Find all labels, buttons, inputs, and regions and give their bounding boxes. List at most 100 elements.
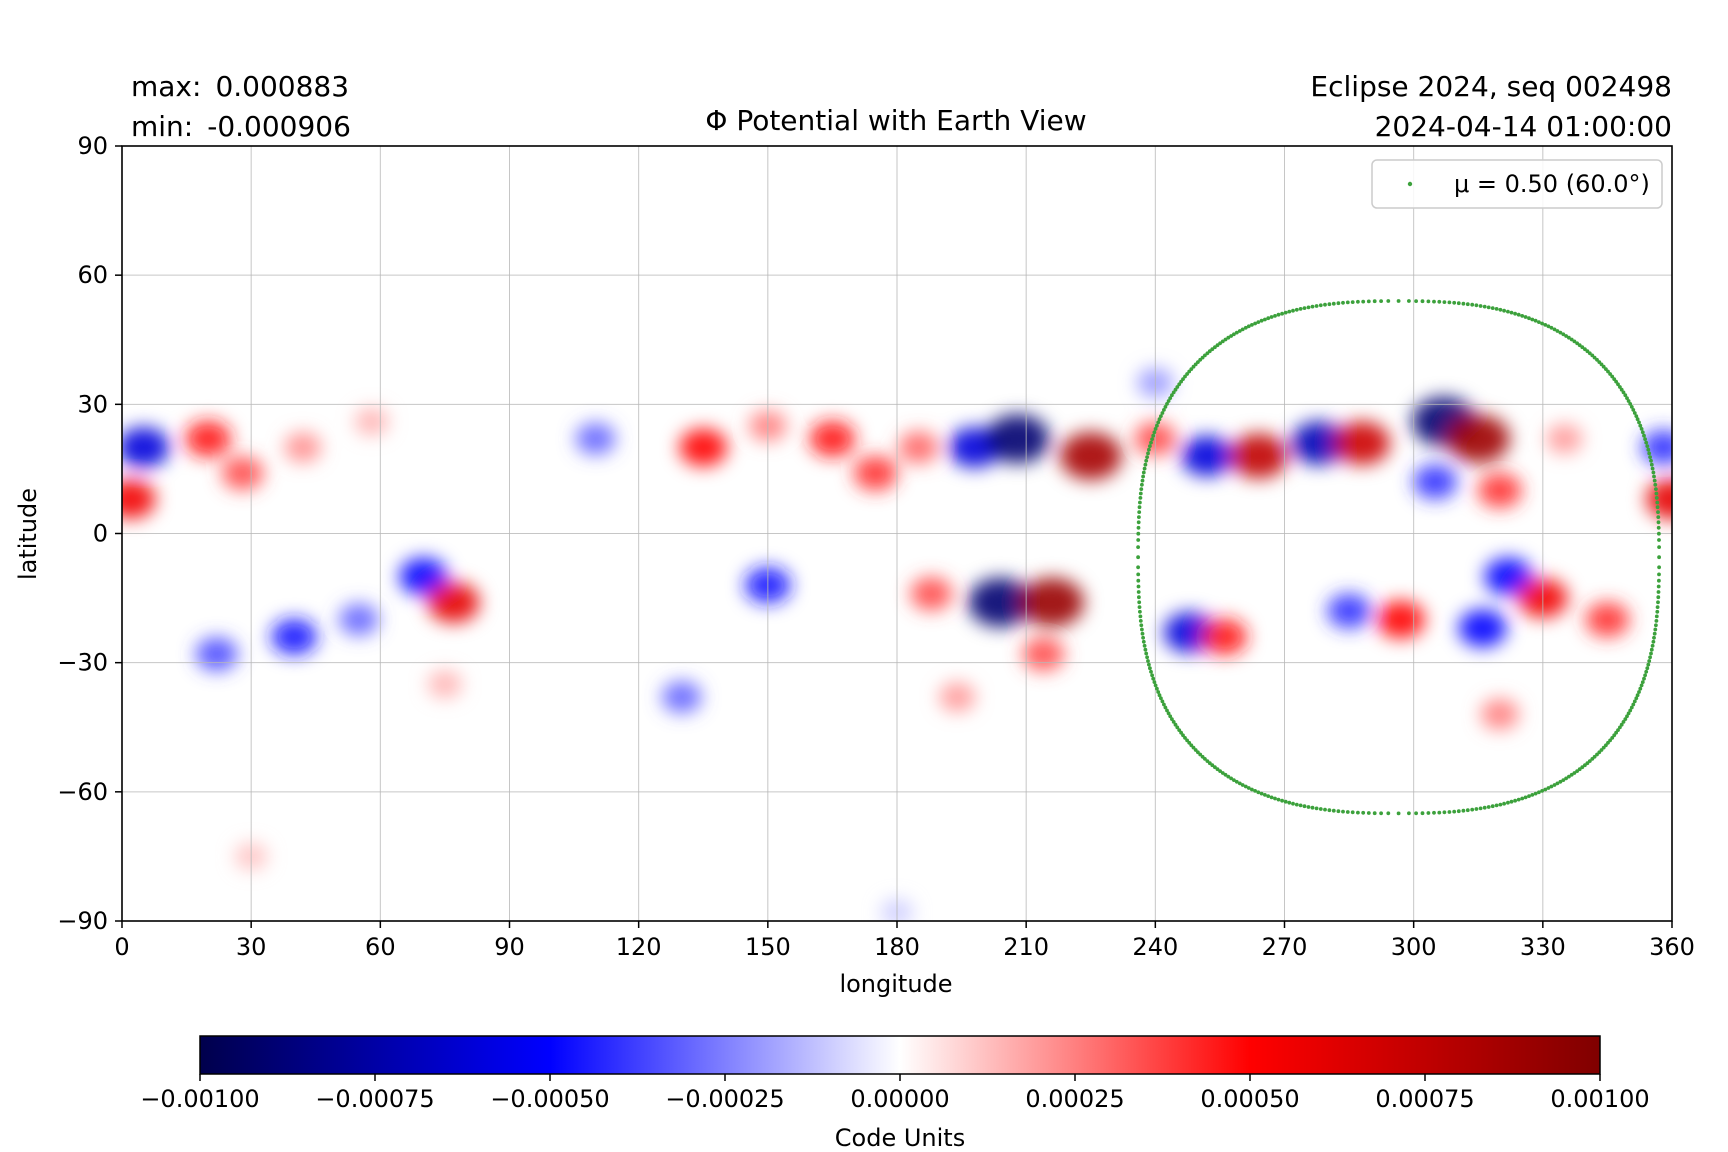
contour-point (1269, 795, 1274, 800)
contour-point (1173, 387, 1178, 392)
contour-point (1482, 304, 1487, 309)
contour-point (1136, 555, 1140, 560)
contour-point (1561, 332, 1566, 337)
contour-point (1513, 311, 1517, 316)
field-blob (1646, 478, 1672, 520)
contour-point (1652, 631, 1657, 636)
contour-point (1604, 367, 1608, 371)
contour-point (1639, 683, 1644, 688)
contour-point (1147, 447, 1151, 452)
contour-point (1234, 330, 1239, 335)
contour-point (1229, 334, 1233, 338)
contour-point (1604, 743, 1608, 748)
contour-point (1649, 458, 1653, 463)
contour-point (1549, 784, 1554, 789)
contour-point (1533, 318, 1538, 323)
field-blob (968, 577, 1033, 628)
field-blob (1446, 414, 1510, 464)
contour-point (1655, 605, 1660, 609)
contour-point (1152, 430, 1157, 435)
contour-point (1654, 491, 1659, 496)
colorbar-gradient (199, 1035, 1601, 1075)
contour-point (1163, 405, 1168, 409)
contour-point (1246, 786, 1251, 790)
contour-point (1654, 496, 1659, 500)
x-tick-label: 210 (1003, 933, 1049, 961)
info-block: Eclipse 2024, seq 002498 2024-04-14 01:0… (1310, 70, 1672, 143)
contour-point (1490, 804, 1495, 809)
contour-point (1452, 809, 1457, 814)
contour-point (1558, 779, 1563, 784)
contour-point (1148, 666, 1152, 671)
contour-point (1191, 745, 1196, 750)
contour-point (1200, 355, 1205, 360)
contour-point (1273, 314, 1277, 318)
contour-point (1298, 307, 1303, 311)
contour-point (1461, 808, 1466, 813)
contour-point (1266, 794, 1271, 798)
contour-point (1597, 360, 1602, 364)
field-blob (284, 432, 322, 463)
contour-point (1171, 720, 1176, 724)
colorbar-tick-label: −0.00075 (315, 1085, 434, 1113)
contour-point (1649, 462, 1654, 467)
contour-point (1656, 584, 1661, 589)
contour-point (1137, 600, 1142, 605)
contour-point (1657, 578, 1661, 583)
contour-point (1372, 811, 1377, 816)
contour-point (1162, 702, 1166, 707)
contour-point (1140, 482, 1144, 487)
contour-point (1616, 382, 1620, 387)
contour-point (1150, 437, 1154, 441)
field-blob (1181, 435, 1233, 477)
contour-point (1470, 302, 1475, 307)
contour-point (1160, 699, 1165, 704)
contour-point (1175, 385, 1180, 389)
contour-point (1626, 399, 1631, 403)
contour-point (1407, 299, 1411, 303)
contour-point (1144, 458, 1149, 463)
legend-box (1371, 159, 1663, 209)
contour-point (1643, 673, 1647, 678)
field-blob (575, 422, 616, 455)
contour-point (1516, 797, 1521, 802)
contour-point (1379, 299, 1383, 303)
contour-point (1153, 427, 1158, 431)
contour-point (1138, 619, 1143, 623)
contour-point (1157, 693, 1162, 698)
contour-point (1179, 379, 1183, 384)
contour-point (1291, 801, 1295, 806)
contour-point (1327, 302, 1332, 307)
contour-point (1157, 417, 1162, 422)
field-blob (1022, 637, 1065, 671)
contour-point (1618, 725, 1622, 730)
contour-point (1540, 789, 1544, 793)
contour-point (1187, 740, 1192, 745)
contour-point (1306, 305, 1311, 310)
contour-point (1644, 440, 1649, 445)
x-tick-label: 30 (236, 933, 267, 961)
contour-point (1577, 767, 1582, 772)
legend: μ = 0.50 (60.0°) (1371, 159, 1663, 209)
contour-point (1294, 802, 1299, 807)
contour-point (1638, 686, 1643, 691)
colorbar-label: Code Units (835, 1124, 965, 1152)
contour-point (1138, 614, 1143, 619)
field-blob (1546, 424, 1583, 454)
contour-point (1610, 736, 1615, 740)
contour-point (1141, 639, 1146, 644)
contour-point (1552, 327, 1557, 332)
contour-point (1608, 738, 1612, 743)
contour-point (1366, 299, 1371, 304)
contour-point (1266, 316, 1271, 321)
contour-point (1640, 680, 1645, 684)
x-tick-label: 330 (1520, 933, 1566, 961)
contour-point (1569, 772, 1574, 777)
contour-point (1153, 683, 1158, 688)
contour-point (1179, 730, 1183, 735)
contour-point (1490, 306, 1495, 310)
contour-point (1163, 705, 1168, 710)
x-tick-label: 60 (365, 933, 396, 961)
contour-point (1509, 310, 1514, 315)
contour-point (1555, 781, 1560, 786)
